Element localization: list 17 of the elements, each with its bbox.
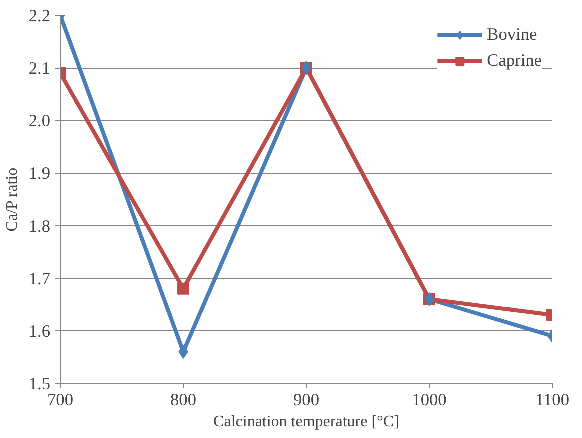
legend-label: Caprine: [487, 51, 542, 71]
x-axis-title: Calcination temperature [°C]: [214, 414, 400, 430]
x-tick-label: 800: [170, 390, 197, 410]
y-tick-label: 2.1: [28, 59, 51, 78]
x-tick-label: 700: [48, 390, 74, 410]
y-tick-label: 2.0: [28, 112, 51, 131]
y-tick-label: 1.8: [28, 216, 51, 236]
x-tick-label: 1100: [535, 390, 570, 410]
x-tick-label: 900: [294, 390, 320, 410]
y-tick-label: 2.2: [28, 6, 51, 26]
y-tick-label: 1.7: [28, 269, 51, 288]
y-tick-label: 1.6: [28, 322, 51, 341]
legend-label: Bovine: [487, 25, 538, 45]
y-tick-label: 1.5: [28, 374, 51, 394]
y-axis-title: Ca/P ratio: [4, 168, 21, 232]
x-tick-label: 1000: [412, 390, 447, 410]
y-tick-label: 1.9: [28, 164, 51, 184]
